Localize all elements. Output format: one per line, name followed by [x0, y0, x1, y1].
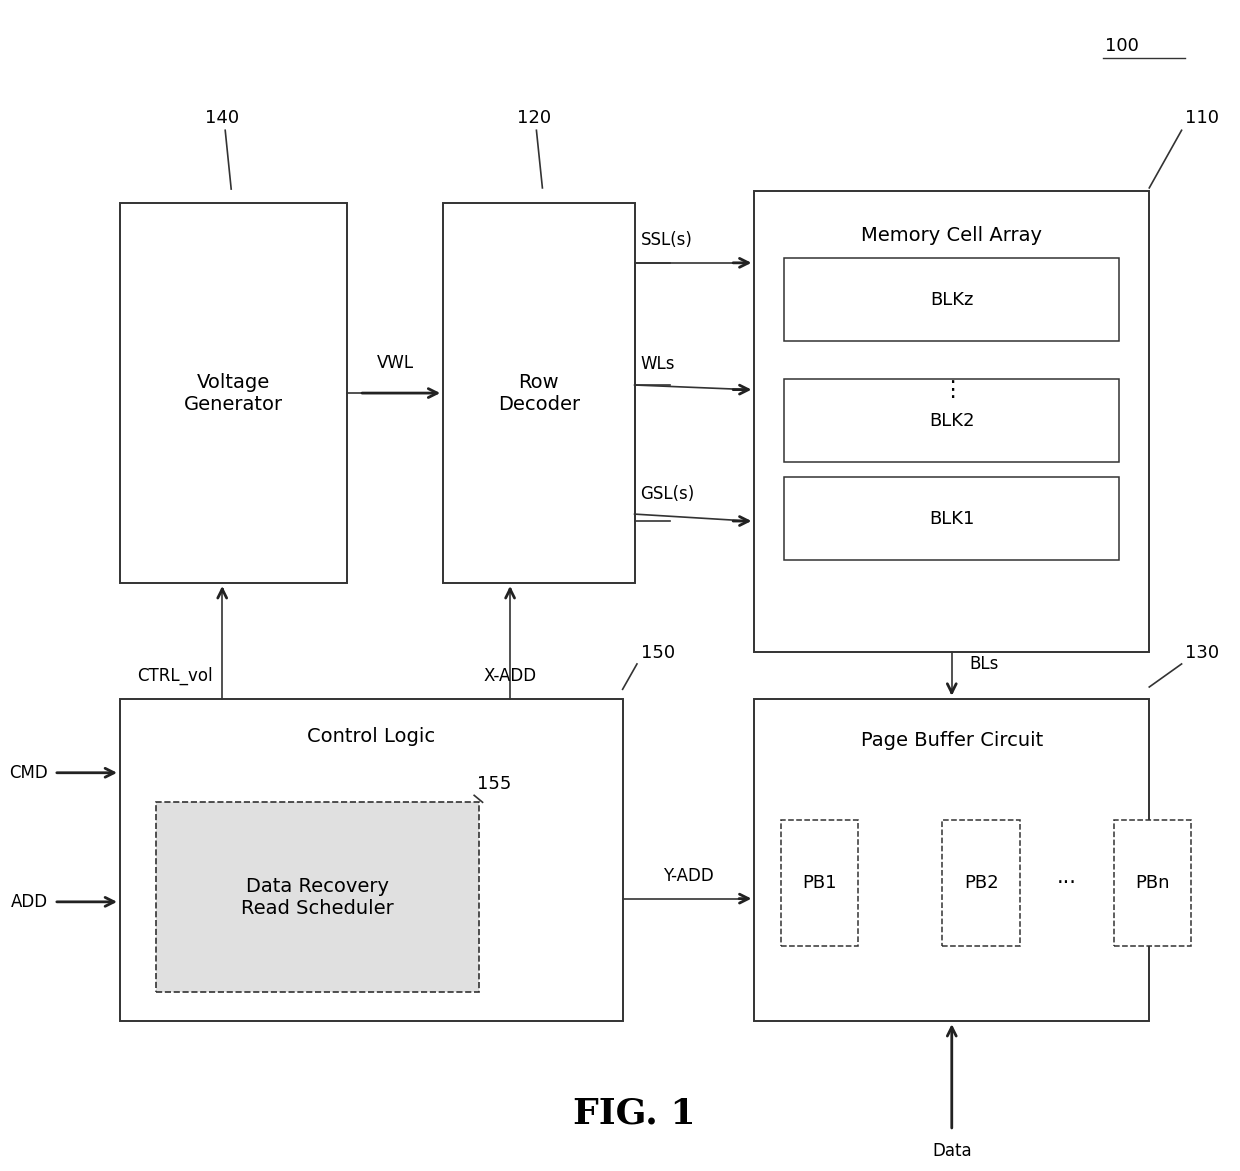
- Text: Voltage
Generator: Voltage Generator: [184, 372, 283, 413]
- Text: ···: ···: [1056, 872, 1076, 893]
- Bar: [784, 478, 1120, 560]
- Text: ⋮: ⋮: [941, 381, 963, 400]
- Text: PB2: PB2: [963, 874, 998, 892]
- Bar: [784, 379, 1120, 463]
- Bar: [942, 820, 1021, 946]
- Bar: [784, 259, 1120, 341]
- Text: ADD: ADD: [11, 892, 48, 911]
- Bar: [156, 802, 479, 993]
- Text: 100: 100: [1105, 37, 1138, 55]
- Bar: [781, 820, 858, 946]
- Text: FIG. 1: FIG. 1: [573, 1097, 696, 1131]
- Bar: [1114, 820, 1192, 946]
- Text: 155: 155: [476, 775, 511, 793]
- Text: PB1: PB1: [802, 874, 837, 892]
- Text: BLK1: BLK1: [929, 509, 975, 528]
- Text: WLs: WLs: [641, 356, 675, 374]
- Text: 150: 150: [641, 644, 675, 662]
- Bar: [120, 203, 347, 583]
- Text: CTRL_vol: CTRL_vol: [136, 666, 212, 685]
- Text: BLs: BLs: [970, 655, 999, 673]
- Text: SSL(s): SSL(s): [641, 231, 692, 249]
- Text: Data Recovery
Read Scheduler: Data Recovery Read Scheduler: [241, 877, 394, 918]
- Text: 140: 140: [205, 109, 238, 126]
- Text: 110: 110: [1185, 109, 1219, 126]
- Text: VWL: VWL: [377, 355, 414, 372]
- Text: BLK2: BLK2: [929, 412, 975, 430]
- Text: PBn: PBn: [1136, 874, 1169, 892]
- Text: Data: Data: [932, 1142, 972, 1160]
- Text: Memory Cell Array: Memory Cell Array: [862, 226, 1043, 245]
- Text: Page Buffer Circuit: Page Buffer Circuit: [861, 731, 1043, 749]
- Text: GSL(s): GSL(s): [641, 485, 694, 502]
- Text: BLKz: BLKz: [930, 290, 973, 309]
- Text: CMD: CMD: [10, 763, 48, 782]
- Text: X-ADD: X-ADD: [484, 666, 537, 685]
- Text: Control Logic: Control Logic: [308, 727, 435, 746]
- Bar: [754, 191, 1149, 652]
- Text: 120: 120: [517, 109, 551, 126]
- Text: Row
Decoder: Row Decoder: [497, 372, 580, 413]
- Text: 130: 130: [1185, 644, 1219, 662]
- Bar: [120, 699, 622, 1021]
- Bar: [443, 203, 635, 583]
- Bar: [754, 699, 1149, 1021]
- Text: Y-ADD: Y-ADD: [663, 867, 714, 885]
